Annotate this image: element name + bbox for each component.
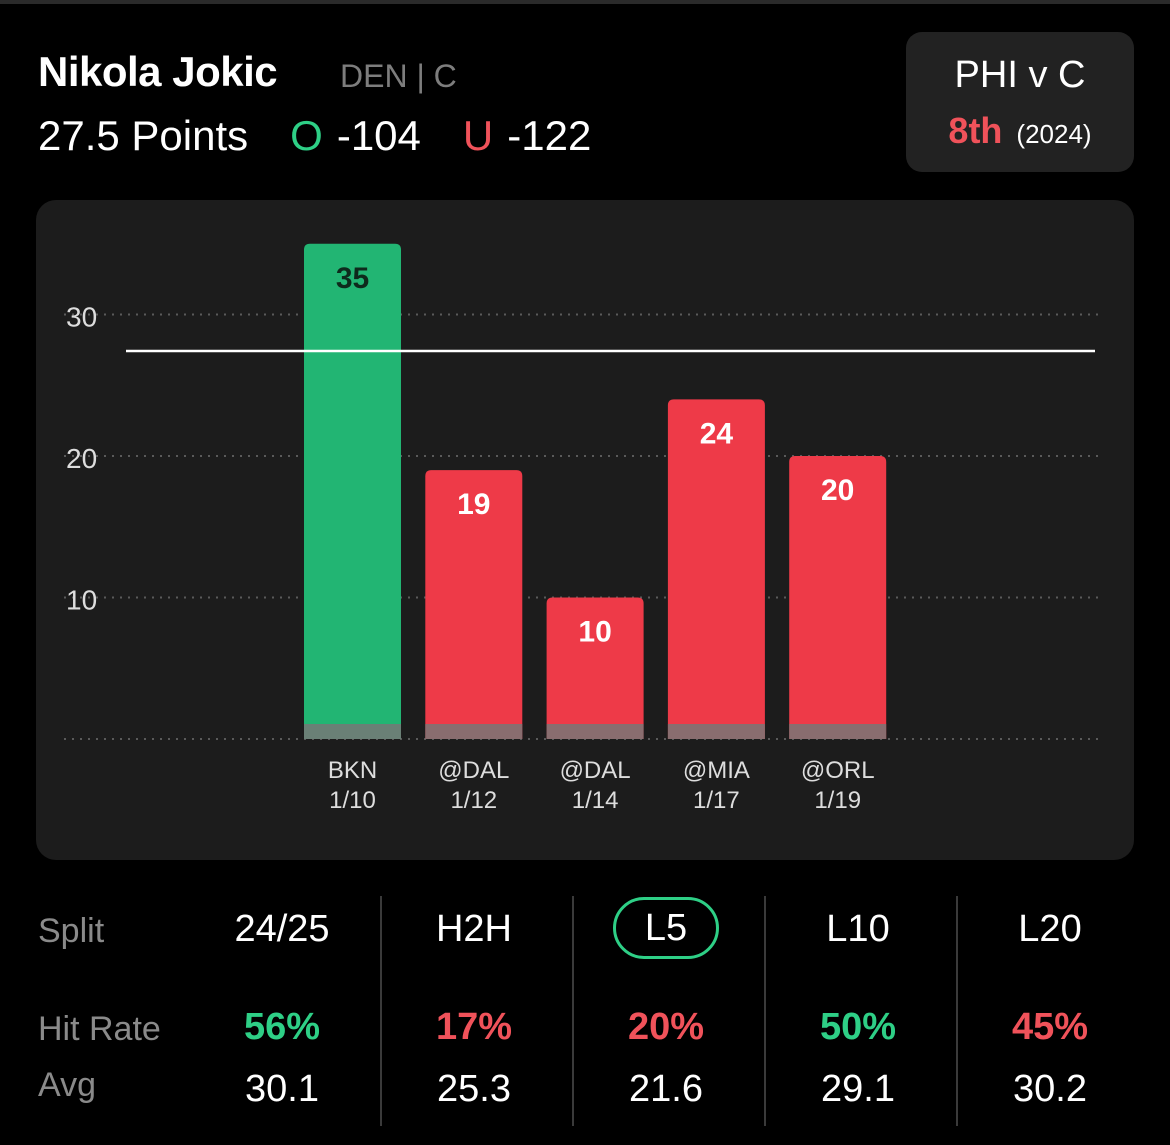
chart-card: 10 20 30 35 BKN 1/10 19 @DAL 1/12 10 @DAL 1/14 24 @MI… bbox=[36, 200, 1134, 860]
rank-year: (2024) bbox=[1016, 119, 1092, 149]
avg-row-label: Avg bbox=[38, 1066, 96, 1104]
points-bar-chart: 10 20 30 35 BKN 1/10 19 @DAL 1/12 10 @DAL 1/14 24 @MI… bbox=[64, 243, 1102, 814]
x-tick-date: 1/10 bbox=[329, 787, 376, 814]
bar[interactable] bbox=[667, 399, 765, 739]
bar-value-label: 19 bbox=[457, 488, 490, 521]
x-tick-opponent: @MIA bbox=[683, 757, 750, 784]
hit-rate-value: 45% bbox=[1011, 1006, 1089, 1048]
bar-base bbox=[304, 724, 401, 739]
y-tick-label: 10 bbox=[66, 585, 97, 616]
x-tick-date: 1/14 bbox=[572, 787, 619, 814]
bar-base bbox=[425, 724, 523, 739]
matchup-card[interactable]: PHI v C 8th (2024) bbox=[906, 32, 1134, 172]
bar[interactable] bbox=[425, 470, 523, 739]
over-marker[interactable]: O bbox=[290, 112, 323, 159]
avg-value: 29.1 bbox=[821, 1068, 895, 1110]
over-odds[interactable]: -104 bbox=[336, 112, 421, 159]
y-tick-label: 30 bbox=[66, 302, 97, 333]
player-name: Nikola Jokic bbox=[38, 48, 278, 95]
x-tick-opponent: BKN bbox=[328, 757, 377, 784]
x-tick-opponent: @DAL bbox=[438, 757, 509, 784]
hit-rate-value: 20% bbox=[627, 1006, 705, 1048]
bar-base bbox=[789, 724, 887, 739]
hit-rate-value: 56% bbox=[243, 1006, 321, 1048]
column-divider bbox=[380, 896, 382, 1126]
prop-line: 27.5 Points bbox=[38, 112, 249, 159]
bar[interactable] bbox=[304, 243, 401, 739]
defense-rank: 8th bbox=[948, 110, 1003, 151]
under-marker[interactable]: U bbox=[462, 112, 494, 159]
avg-value: 25.3 bbox=[437, 1068, 511, 1110]
split-tab-l5[interactable]: L5 bbox=[613, 897, 719, 959]
avg-value: 30.2 bbox=[1013, 1068, 1087, 1110]
avg-value: 30.1 bbox=[245, 1068, 319, 1110]
bar[interactable] bbox=[546, 597, 644, 740]
hit-rate-value: 17% bbox=[435, 1006, 513, 1048]
bar-value-label: 10 bbox=[578, 616, 611, 649]
bar-value-label: 35 bbox=[336, 262, 369, 295]
column-divider bbox=[956, 896, 958, 1126]
player-team-position: DEN | C bbox=[340, 58, 457, 94]
betting-line: 27.5 Points O -104 U -122 bbox=[38, 112, 591, 160]
split-tab-2425[interactable]: 24/25 bbox=[234, 908, 330, 950]
x-tick-date: 1/12 bbox=[450, 787, 497, 814]
bar-base bbox=[667, 724, 765, 739]
split-tab-l20[interactable]: L20 bbox=[1018, 908, 1082, 950]
column-divider bbox=[572, 896, 574, 1126]
top-divider bbox=[0, 0, 1170, 4]
matchup-rank-row: 8th (2024) bbox=[906, 110, 1134, 152]
x-tick-date: 1/19 bbox=[814, 787, 861, 814]
column-divider bbox=[764, 896, 766, 1126]
under-odds[interactable]: -122 bbox=[507, 112, 592, 159]
split-tab-l10[interactable]: L10 bbox=[826, 908, 890, 950]
split-row-label: Split bbox=[38, 912, 105, 950]
hit-rate-value: 50% bbox=[819, 1006, 897, 1048]
avg-value: 21.6 bbox=[629, 1068, 703, 1110]
bar-value-label: 20 bbox=[821, 474, 854, 507]
bar-value-label: 24 bbox=[700, 417, 734, 450]
matchup-title: PHI v C bbox=[954, 54, 1086, 96]
bar-base bbox=[546, 724, 644, 739]
y-tick-label: 20 bbox=[66, 443, 97, 474]
x-tick-opponent: @ORL bbox=[801, 757, 875, 784]
hit-rate-row-label: Hit Rate bbox=[38, 1010, 161, 1048]
x-tick-opponent: @DAL bbox=[560, 757, 631, 784]
bar[interactable] bbox=[789, 456, 887, 739]
split-tab-h2h[interactable]: H2H bbox=[435, 908, 513, 950]
x-tick-date: 1/17 bbox=[693, 787, 740, 814]
